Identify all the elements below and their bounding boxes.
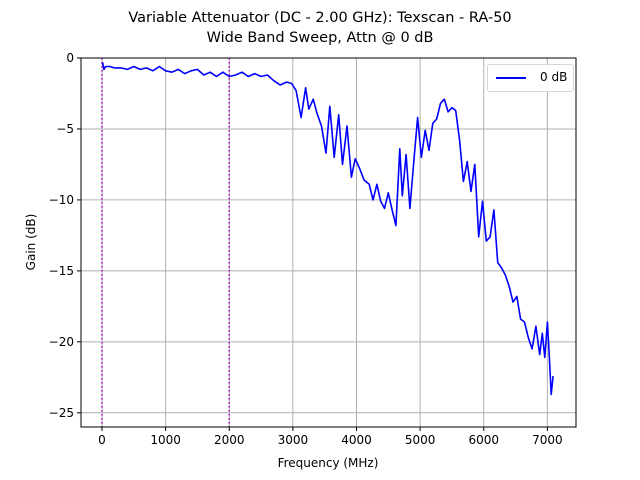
x-tick-label: 2000 — [214, 433, 245, 447]
plot-frame — [80, 57, 577, 428]
y-tick-label: −10 — [49, 193, 74, 207]
x-tick-label: 4000 — [341, 433, 372, 447]
data-series — [101, 62, 554, 396]
legend: 0 dB — [487, 64, 574, 92]
x-tick-label: 5000 — [405, 433, 436, 447]
chart-title: Variable Attenuator (DC - 2.00 GHz): Tex… — [128, 10, 512, 26]
y-tick-label: −15 — [49, 264, 74, 278]
series-line — [101, 62, 554, 396]
y-tick-label: 0 — [66, 51, 74, 65]
x-tick-label: 0 — [98, 433, 106, 447]
x-tick-label: 7000 — [532, 433, 563, 447]
x-axis-label: Frequency (MHz) — [278, 456, 379, 470]
y-axis-label: Gain (dB) — [24, 214, 38, 271]
x-tick-label: 1000 — [150, 433, 181, 447]
x-tick-label: 6000 — [468, 433, 499, 447]
band-limit-markers — [101, 58, 230, 427]
y-tick-label: −25 — [49, 406, 74, 420]
x-axis-ticks: 0 1000 2000 3000 4000 5000 6000 7000 — [98, 427, 563, 447]
legend-label: 0 dB — [540, 70, 568, 84]
y-tick-label: −5 — [56, 122, 74, 136]
x-tick-label: 3000 — [278, 433, 309, 447]
y-tick-label: −20 — [49, 335, 74, 349]
legend-line-swatch — [496, 77, 526, 79]
chart-subtitle: Wide Band Sweep, Attn @ 0 dB — [206, 30, 434, 46]
y-axis-ticks: 0 −5 −10 −15 −20 −25 — [49, 51, 81, 420]
